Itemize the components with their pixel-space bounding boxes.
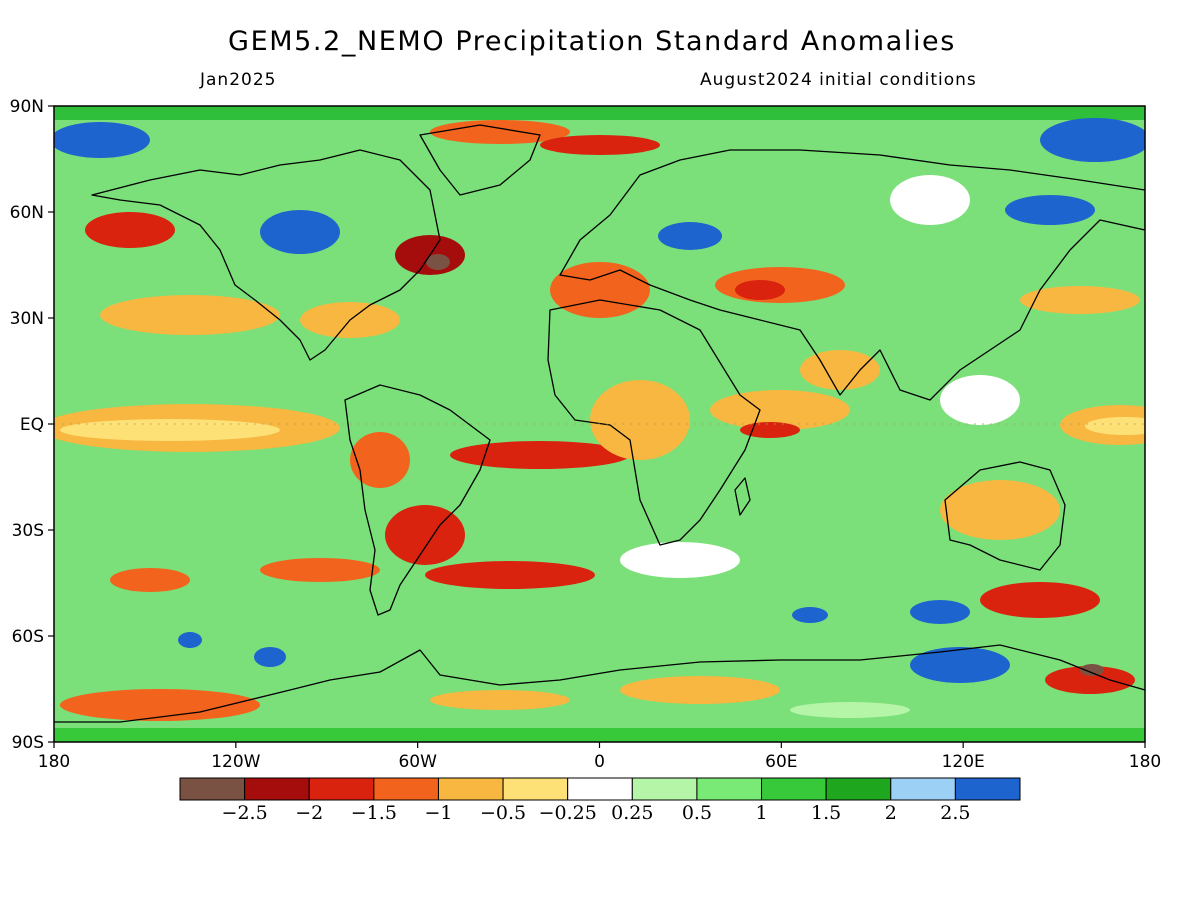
anomaly-blob: [590, 380, 690, 460]
colorbar-swatch: [954, 777, 1021, 801]
anomaly-blob: [450, 441, 630, 469]
anomaly-blob: [940, 375, 1020, 425]
colorbar-swatch: [696, 777, 763, 801]
colorbar-label: −2.5: [222, 802, 268, 824]
anomaly-blob: [426, 254, 450, 270]
anomaly-blob: [1020, 286, 1140, 314]
anomaly-blob: [385, 505, 465, 565]
anomaly-blob: [1080, 664, 1104, 676]
anomaly-blob: [620, 676, 780, 704]
colorbar-swatch: [179, 777, 246, 801]
colorbar-label: 0.25: [611, 802, 653, 824]
colorbar-label: −0.25: [539, 802, 597, 824]
colorbar-label: 1.5: [811, 802, 841, 824]
anomaly-blob: [890, 175, 970, 225]
anomaly-blob: [85, 212, 175, 248]
lat-tick-label: 60S: [12, 627, 44, 647]
coastline-north-america: [91, 149, 441, 361]
colorbar-label: −0.5: [480, 802, 526, 824]
anomaly-blob: [430, 120, 570, 144]
anomaly-blob: [550, 262, 650, 318]
anomaly-blob: [430, 690, 570, 710]
anomaly-blob: [940, 480, 1060, 540]
lat-tick-label: 60N: [10, 203, 44, 223]
anomaly-blob: [620, 542, 740, 578]
lat-tick-label: 90N: [10, 97, 44, 117]
anomaly-blob: [260, 558, 380, 582]
anomaly-blob: [350, 432, 410, 488]
initial-conditions-label: August2024 initial conditions: [700, 70, 977, 90]
colorbar-label: 1: [755, 802, 767, 824]
colorbar-swatch: [437, 777, 504, 801]
anomaly-blob: [910, 600, 970, 624]
anomaly-blob: [980, 582, 1100, 618]
colorbar-swatch: [567, 777, 633, 801]
coastline-eurasia: [559, 149, 1145, 401]
lon-tick-label: 180: [38, 752, 70, 772]
anomaly-blob: [1085, 417, 1145, 435]
colorbar-swatch: [631, 777, 698, 801]
valid-month-label: Jan2025: [200, 70, 277, 90]
colorbar-swatch: [890, 777, 956, 801]
anomaly-blob: [60, 419, 280, 441]
anomaly-blob: [1005, 195, 1095, 225]
anomaly-blob: [425, 561, 595, 589]
anomaly-blob: [910, 647, 1010, 683]
colorbar-label: 2.5: [940, 802, 970, 824]
coastline-africa: [547, 299, 761, 546]
colorbar-swatch: [825, 777, 892, 801]
lat-tick-label: 30N: [10, 309, 44, 329]
anomaly-blob: [710, 390, 850, 430]
lat-tick-label: EQ: [20, 415, 44, 435]
coastlines: [54, 124, 1145, 723]
lon-tick-label: 120E: [942, 752, 985, 772]
anomaly-blob: [540, 135, 660, 155]
colorbar-swatch: [502, 777, 569, 801]
lon-tick-label: 60W: [398, 752, 437, 772]
anomaly-blob: [790, 702, 910, 718]
anomaly-blob: [110, 568, 190, 592]
lon-tick-label: 180: [1129, 752, 1161, 772]
anomaly-blob: [54, 122, 150, 158]
colorbar-label: 2: [885, 802, 897, 824]
colorbar: −2.5 −2 −1.5 −1 −0.5 −0.25 0.25 0.5 1 1.5 2 2.5: [179, 777, 1021, 824]
anomaly-field: [54, 106, 1145, 742]
colorbar-swatch: [244, 777, 310, 801]
anomaly-blob: [100, 295, 280, 335]
anomaly-blob: [178, 632, 202, 648]
anomaly-blob: [792, 607, 828, 623]
anomaly-blob: [800, 350, 880, 390]
anomaly-blob: [254, 647, 286, 667]
colorbar-swatch: [761, 777, 827, 801]
anomaly-blob: [1045, 666, 1135, 694]
anomaly-blob: [54, 728, 1145, 742]
anomaly-blob: [735, 280, 785, 300]
colorbar-label: −1.5: [351, 802, 397, 824]
lon-tick-label: 120W: [211, 752, 260, 772]
lat-tick-label: 30S: [12, 521, 44, 541]
colorbar-label: −1: [424, 802, 452, 824]
colorbar-label: 0.5: [682, 802, 712, 824]
anomaly-blob: [260, 210, 340, 254]
coastline-south-america: [344, 384, 491, 616]
anomaly-blob: [54, 106, 1145, 120]
anomaly-blob: [740, 422, 800, 438]
colorbar-swatch: [373, 777, 439, 801]
anomaly-blob: [658, 222, 722, 250]
colorbar-label: −2: [295, 802, 323, 824]
lat-tick-label: 90S: [12, 733, 44, 753]
lon-tick-label: 60E: [765, 752, 797, 772]
coastline-australia: [944, 461, 1066, 571]
anomaly-blob: [60, 689, 260, 721]
coastline-madagascar: [734, 477, 751, 516]
lon-tick-label: 0: [594, 752, 605, 772]
colorbar-swatch: [308, 777, 375, 801]
coastline-greenland: [419, 124, 541, 196]
anomaly-blob: [1040, 118, 1145, 162]
map-title: GEM5.2_NEMO Precipitation Standard Anoma…: [228, 26, 956, 57]
coastline-antarctica: [54, 644, 1145, 723]
